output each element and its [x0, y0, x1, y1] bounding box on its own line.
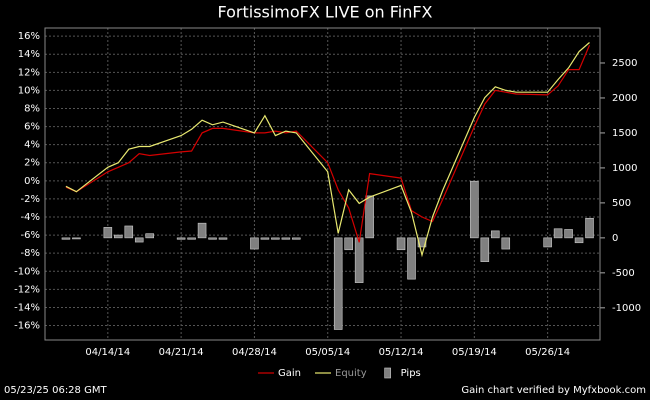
pips-bar — [333, 237, 343, 330]
y-tick-label: -2% — [21, 194, 40, 205]
pips-bar — [407, 237, 416, 280]
y-tick-label: -10% — [14, 266, 40, 277]
pips-bar — [271, 237, 280, 240]
x-tick-label: 05/12/14 — [379, 347, 424, 358]
pips-bar — [354, 237, 364, 283]
pips-bar — [134, 237, 144, 243]
chart-title: FortissimoFX LIVE on FinFX — [217, 3, 432, 22]
x-tick-label: 05/19/14 — [452, 347, 497, 358]
pips-bar — [553, 228, 563, 239]
pips-bar — [585, 217, 594, 239]
verification: Gain chart verified by Myfxbook.com — [461, 385, 646, 396]
pips-bar — [365, 195, 374, 239]
pips-bar — [260, 237, 270, 240]
y-tick-label: 14% — [18, 49, 40, 60]
pips-bar — [218, 237, 228, 240]
x-tick-label: 04/21/14 — [159, 347, 204, 358]
y-tick-label: 6% — [24, 122, 40, 133]
y2-tick-label: 0 — [612, 233, 618, 244]
pips-bar — [250, 237, 259, 250]
pips-bar — [124, 225, 134, 239]
series-line — [65, 44, 591, 243]
pips-bar — [574, 237, 584, 244]
y2-tick-label: 1500 — [612, 128, 637, 139]
y2-tick-label: -1000 — [612, 303, 641, 314]
pips-bar — [292, 237, 301, 240]
y-tick-label: -6% — [21, 230, 40, 241]
y2-tick-label: 500 — [612, 198, 631, 209]
pips-bar — [344, 237, 353, 251]
y2-tick-label: -500 — [612, 268, 635, 279]
legend-swatch — [384, 367, 391, 379]
pips-bar — [208, 237, 217, 240]
pips-bar — [564, 229, 573, 239]
y-tick-label: 16% — [18, 31, 40, 42]
pips-bar — [61, 237, 71, 240]
pips-bar — [197, 222, 207, 239]
timestamp: 05/23/25 06:28 GMT — [4, 385, 107, 396]
pips-bar — [281, 237, 291, 240]
pips-bar — [72, 237, 81, 240]
y2-tick-label: 2000 — [612, 93, 637, 104]
legend-label: Pips — [401, 368, 421, 379]
series-line — [65, 42, 590, 258]
y-tick-label: -14% — [14, 302, 40, 313]
legend-label: Gain — [278, 368, 301, 379]
pips-bar — [491, 230, 500, 239]
pips-bar — [501, 237, 511, 250]
y-tick-label: -16% — [14, 321, 40, 332]
y-tick-label: -12% — [14, 284, 40, 295]
y2-tick-label: 2500 — [612, 58, 637, 69]
y-tick-label: -4% — [21, 212, 40, 223]
pips-bar — [480, 237, 490, 262]
plot-frame — [44, 27, 601, 341]
pips-bar — [145, 233, 154, 239]
x-tick-label: 04/28/14 — [232, 347, 277, 358]
x-tick-label: 04/14/14 — [85, 347, 130, 358]
pips-bar — [187, 237, 196, 240]
y-tick-label: 8% — [24, 103, 40, 114]
pips-bar — [176, 237, 186, 240]
y-tick-label: 0% — [24, 176, 40, 187]
legend-label: Equity — [335, 368, 367, 379]
y-tick-label: 4% — [24, 140, 40, 151]
pips-bar — [543, 237, 552, 248]
pips-bar — [103, 227, 113, 239]
y2-tick-label: 1000 — [612, 163, 637, 174]
pips-bar — [114, 234, 123, 239]
y-tick-label: 12% — [18, 67, 40, 78]
x-tick-label: 05/05/14 — [305, 347, 350, 358]
x-tick-label: 05/26/14 — [525, 347, 570, 358]
y-tick-label: 2% — [24, 158, 40, 169]
y-tick-label: 10% — [18, 85, 40, 96]
y-tick-label: -8% — [21, 248, 40, 259]
pips-bar — [396, 237, 406, 251]
pips-bar — [470, 180, 479, 239]
